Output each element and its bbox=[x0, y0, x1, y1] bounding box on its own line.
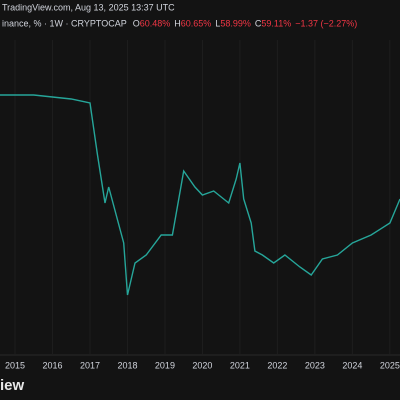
logo: iew bbox=[0, 377, 25, 394]
price-line bbox=[0, 94, 400, 296]
x-tick-label: 2016 bbox=[42, 360, 62, 370]
x-tick-label: 2022 bbox=[267, 360, 287, 370]
x-tick-label: 2023 bbox=[305, 360, 325, 370]
ohlc-value: 59.11% bbox=[261, 18, 291, 28]
ohlc-key: L bbox=[215, 18, 220, 28]
ohlc-value: 60.65% bbox=[181, 18, 212, 28]
x-tick-label: 2025 bbox=[380, 360, 400, 370]
x-tick-label: 2021 bbox=[230, 360, 250, 370]
ohlc-value: 58.99% bbox=[220, 18, 251, 28]
x-tick-label: 2017 bbox=[80, 360, 100, 370]
ohlc-key: O bbox=[133, 18, 140, 28]
ohlc-key: C bbox=[255, 18, 262, 28]
x-tick-label: 2020 bbox=[192, 360, 212, 370]
ohlc-key: H bbox=[174, 18, 181, 28]
x-tick-label: 2018 bbox=[117, 360, 137, 370]
change: −1.37 (−2.27%) bbox=[295, 18, 357, 28]
ohlc-value: 60.48% bbox=[140, 18, 171, 28]
source-line: TradingView.com, Aug 13, 2025 13:37 UTC bbox=[2, 2, 175, 12]
symbol: inance, % · 1W · CRYPTOCAP bbox=[2, 18, 127, 28]
x-tick-label: 2019 bbox=[155, 360, 175, 370]
x-tick-label: 2024 bbox=[342, 360, 362, 370]
x-tick-label: 2015 bbox=[5, 360, 25, 370]
legend-line: inance, % · 1W · CRYPTOCAP O 60.48% H 60.65… bbox=[2, 18, 357, 28]
